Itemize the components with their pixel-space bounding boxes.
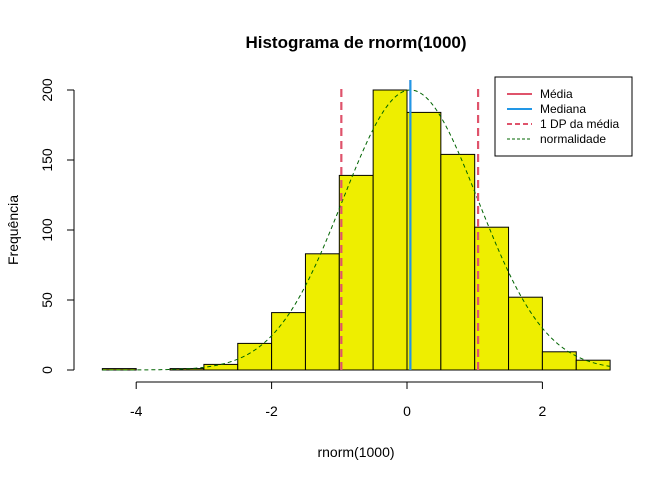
- y-tick-label: 200: [39, 78, 55, 102]
- histogram-bar: [508, 296, 543, 371]
- y-tick-label: 150: [39, 148, 55, 172]
- legend-label: normalidade: [540, 132, 606, 146]
- histogram-bar: [203, 363, 239, 371]
- x-axis: -4 -2 0 2: [130, 381, 547, 419]
- x-tick-label: 0: [403, 403, 411, 419]
- legend-box: [494, 76, 633, 157]
- x-tick-label: -2: [265, 403, 278, 419]
- normal-curve: [102, 89, 611, 371]
- histogram-bars: [101, 89, 611, 371]
- histogram-bar: [440, 153, 476, 371]
- histogram-bar: [338, 174, 374, 371]
- y-tick-label: 0: [39, 366, 55, 374]
- x-axis-label: rnorm(1000): [317, 444, 394, 460]
- y-tick-label: 50: [39, 292, 55, 308]
- y-tick-label: 100: [39, 218, 55, 242]
- chart-title: Histograma de rnorm(1000): [245, 33, 466, 52]
- histogram-bar: [575, 359, 611, 371]
- y-axis: 0 50 100 150 200: [39, 78, 75, 374]
- histogram-bar: [406, 111, 442, 371]
- y-axis-label: Frequência: [5, 195, 21, 265]
- legend-label: 1 DP da média: [540, 117, 619, 131]
- histogram-bar: [271, 312, 306, 371]
- histogram-bar: [474, 226, 510, 371]
- x-tick-label: -4: [130, 403, 143, 419]
- histogram-bar: [541, 351, 577, 371]
- legend-label: Média: [540, 87, 573, 101]
- x-tick-label: 2: [539, 403, 547, 419]
- histogram-bar: [304, 253, 340, 371]
- reference-lines: [102, 80, 611, 371]
- legend-label: Mediana: [540, 102, 586, 116]
- histogram-bar: [372, 89, 408, 371]
